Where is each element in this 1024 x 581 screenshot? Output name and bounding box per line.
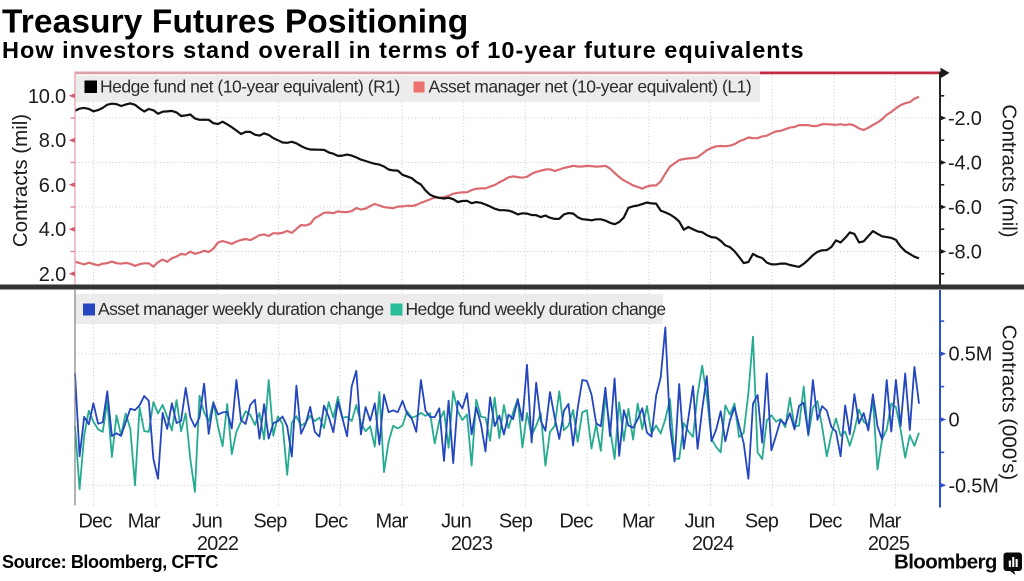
svg-text:Sep: Sep [745,511,779,533]
svg-text:Contracts (mil): Contracts (mil) [998,104,1021,237]
svg-text:Hedge fund net (10-year equiva: Hedge fund net (10-year equivalent) (R1) [100,76,400,96]
svg-text:2022: 2022 [197,533,239,555]
svg-text:Contracts (mil): Contracts (mil) [9,114,32,247]
svg-text:Sep: Sep [253,511,287,533]
svg-text:8.0: 8.0 [39,130,66,152]
svg-text:How investors stand overall in: How investors stand overall in terms of … [2,37,805,63]
svg-text:0: 0 [949,410,960,432]
svg-text:-2.0: -2.0 [948,108,982,130]
svg-text:2024: 2024 [692,533,734,555]
svg-text:Asset manager weekly duration: Asset manager weekly duration change [98,299,384,319]
svg-text:Jun: Jun [192,511,222,533]
svg-text:4.0: 4.0 [39,219,66,241]
svg-text:-4.0: -4.0 [948,153,982,175]
svg-text:Mar: Mar [375,511,408,533]
svg-text:2025: 2025 [868,533,910,555]
svg-text:Jun: Jun [685,511,715,533]
svg-text:Asset manager net (10-year equ: Asset manager net (10-year equivalent) (… [429,76,752,96]
svg-text:2023: 2023 [451,533,493,555]
svg-text:Contracts (000's): Contracts (000's) [998,325,1021,480]
svg-text:-6.0: -6.0 [948,197,982,219]
svg-text:Sep: Sep [499,511,533,533]
svg-text:Mar: Mar [622,511,655,533]
svg-text:Dec: Dec [78,511,112,533]
svg-text:10.0: 10.0 [28,86,66,108]
svg-text:Bloomberg: Bloomberg [894,551,997,574]
svg-text:Mar: Mar [128,511,161,533]
svg-text:Jun: Jun [441,511,471,533]
svg-text:0.5M: 0.5M [949,344,993,366]
svg-text:Mar: Mar [868,511,901,533]
svg-text:Hedge fund weekly duration cha: Hedge fund weekly duration change [406,299,666,319]
svg-text:Dec: Dec [559,511,593,533]
svg-text:Source: Bloomberg, CFTC: Source: Bloomberg, CFTC [2,552,218,572]
svg-text:-0.5M: -0.5M [949,475,999,497]
svg-text:6.0: 6.0 [39,175,66,197]
svg-text:Treasury Futures Positioning: Treasury Futures Positioning [2,4,468,41]
svg-text:Dec: Dec [314,511,348,533]
svg-text:2.0: 2.0 [39,264,66,286]
svg-text:Dec: Dec [808,511,842,533]
svg-text:-8.0: -8.0 [948,242,982,264]
